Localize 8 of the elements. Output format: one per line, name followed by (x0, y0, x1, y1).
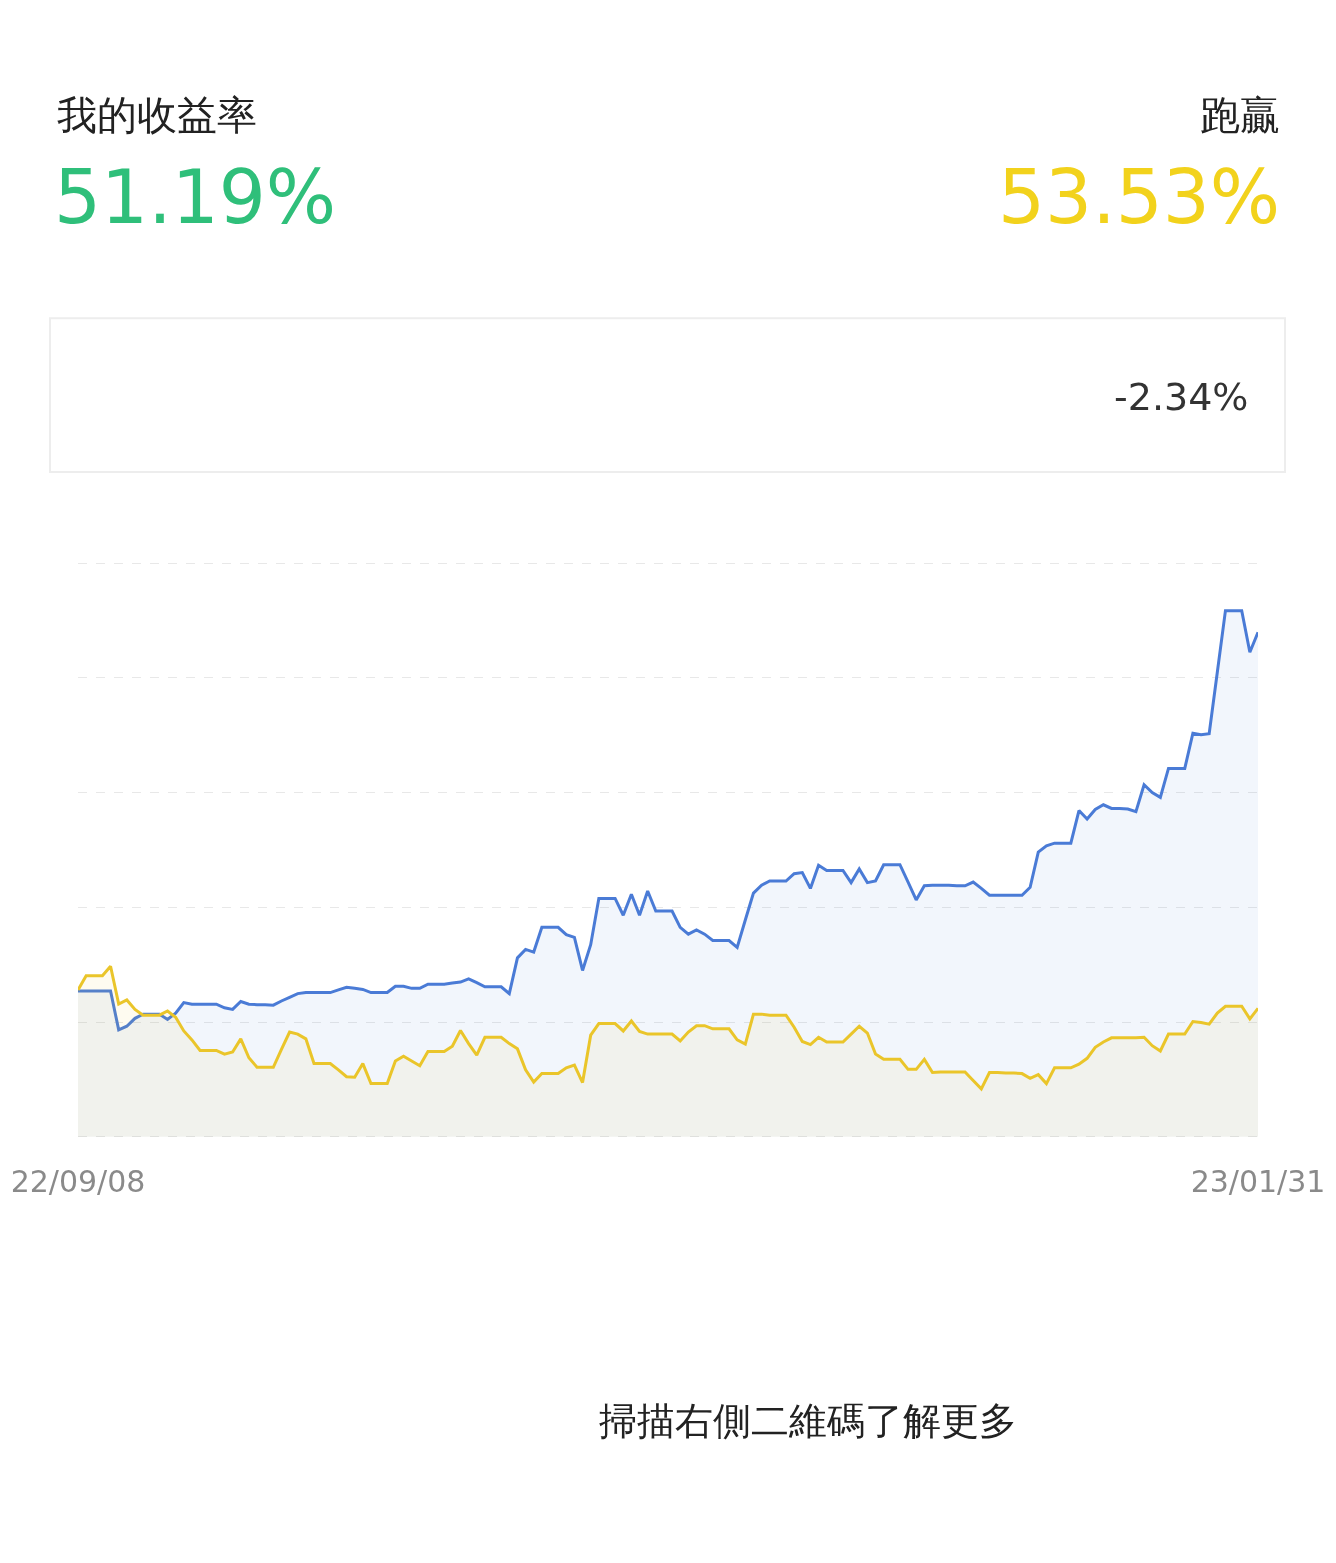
text: 跑贏 (1200, 92, 1280, 138)
x-tick-label: 22/09/08 (10, 1164, 146, 1199)
text: 51.19% (54, 154, 337, 240)
text: 我的收益率 (57, 92, 257, 138)
text: 53.53% (998, 154, 1281, 240)
text: 掃描右側二維碼了解更多 (599, 1399, 1017, 1443)
x-tick-label: 23/01/31 (1190, 1164, 1326, 1199)
text: -2.34% (1114, 375, 1249, 419)
